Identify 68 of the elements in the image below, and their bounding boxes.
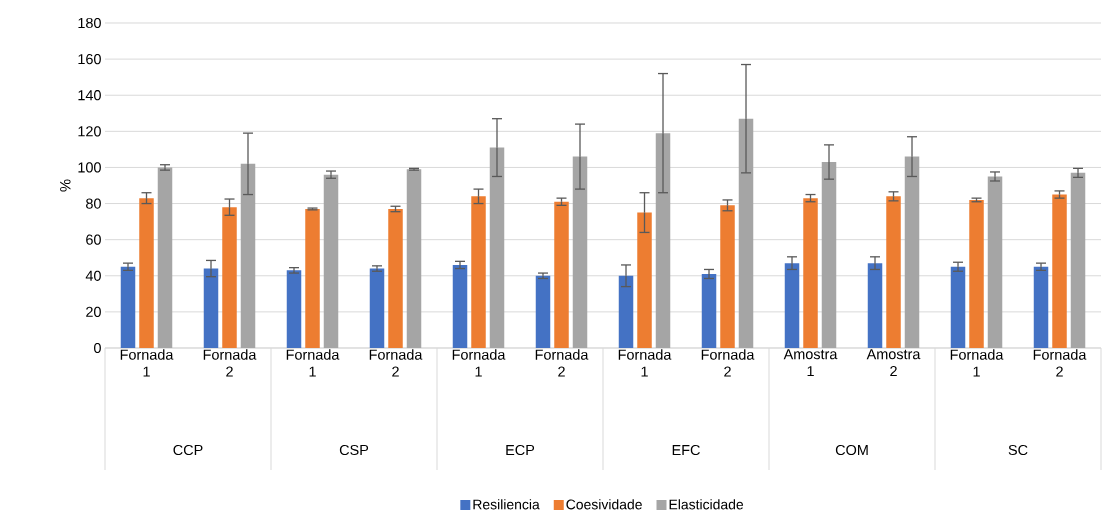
bar [1070, 172, 1086, 348]
bar [489, 147, 505, 348]
text: CCP [173, 444, 203, 456]
bar [784, 263, 800, 348]
bar [554, 201, 569, 348]
bar [701, 273, 717, 348]
bar [535, 275, 551, 348]
bar [987, 176, 1003, 348]
x-tick-label: Amostra 1 [783, 349, 838, 377]
text: SC [1008, 444, 1028, 456]
x-tick-label: Fornada 1 [950, 349, 1004, 377]
text: EFC [672, 444, 700, 456]
x-tick-label: Fornada 2 [203, 349, 257, 377]
bar [388, 208, 403, 348]
bar [1052, 194, 1067, 348]
bar [637, 212, 652, 348]
bar [240, 163, 256, 348]
x-tick-label: Fornada 1 [618, 349, 672, 377]
bar [305, 208, 320, 348]
bar [471, 196, 486, 348]
bar [120, 266, 136, 348]
bar [904, 156, 920, 348]
y-tick-label: 20 [86, 306, 101, 317]
text: ECP [506, 444, 535, 456]
x-tick-label: Fornada 2 [701, 349, 755, 377]
bar [618, 275, 634, 348]
y-tick-label: 0 [94, 342, 101, 354]
bar [969, 199, 984, 348]
bar [369, 268, 385, 348]
y-tick-label: 60 [86, 234, 101, 245]
legend-label: Elasticidade [669, 499, 744, 510]
bar [1033, 266, 1049, 348]
y-tick-label: 120 [78, 126, 101, 137]
bar [286, 270, 302, 348]
bar [139, 198, 154, 348]
legend-label: Coesividade [566, 499, 642, 510]
bar [655, 133, 671, 348]
bar [572, 156, 588, 348]
bar [821, 162, 837, 348]
y-tick-label: 100 [78, 162, 101, 173]
bar [867, 263, 883, 348]
text: COM [835, 444, 868, 456]
bar [886, 196, 901, 348]
bar [157, 167, 173, 348]
bar [323, 174, 339, 348]
x-tick-label: Fornada 2 [369, 349, 423, 377]
y-axis-title: % [60, 179, 71, 192]
x-tick-label: Fornada 1 [286, 349, 340, 377]
x-tick-label: Fornada 2 [535, 349, 589, 377]
bar [406, 169, 422, 348]
bar [738, 118, 754, 348]
y-tick-label: 40 [85, 270, 101, 281]
legend-label: Resiliencia [473, 499, 540, 510]
y-tick-label: 160 [78, 53, 101, 65]
x-tick-label: Fornada 1 [120, 349, 174, 377]
x-tick-label: Amostra 2 [866, 349, 921, 377]
bar [203, 268, 219, 348]
y-tick-label: 180 [78, 17, 101, 29]
x-tick-label: Fornada 1 [452, 349, 506, 377]
text: CSP [339, 444, 369, 456]
bar [452, 264, 468, 348]
y-tick-label: 140 [78, 90, 101, 101]
bar [222, 207, 237, 348]
bar [950, 266, 966, 348]
y-tick-label: 80 [86, 198, 101, 209]
bar [720, 205, 735, 348]
x-tick-label: Fornada 2 [1033, 349, 1087, 377]
bar [803, 198, 818, 348]
